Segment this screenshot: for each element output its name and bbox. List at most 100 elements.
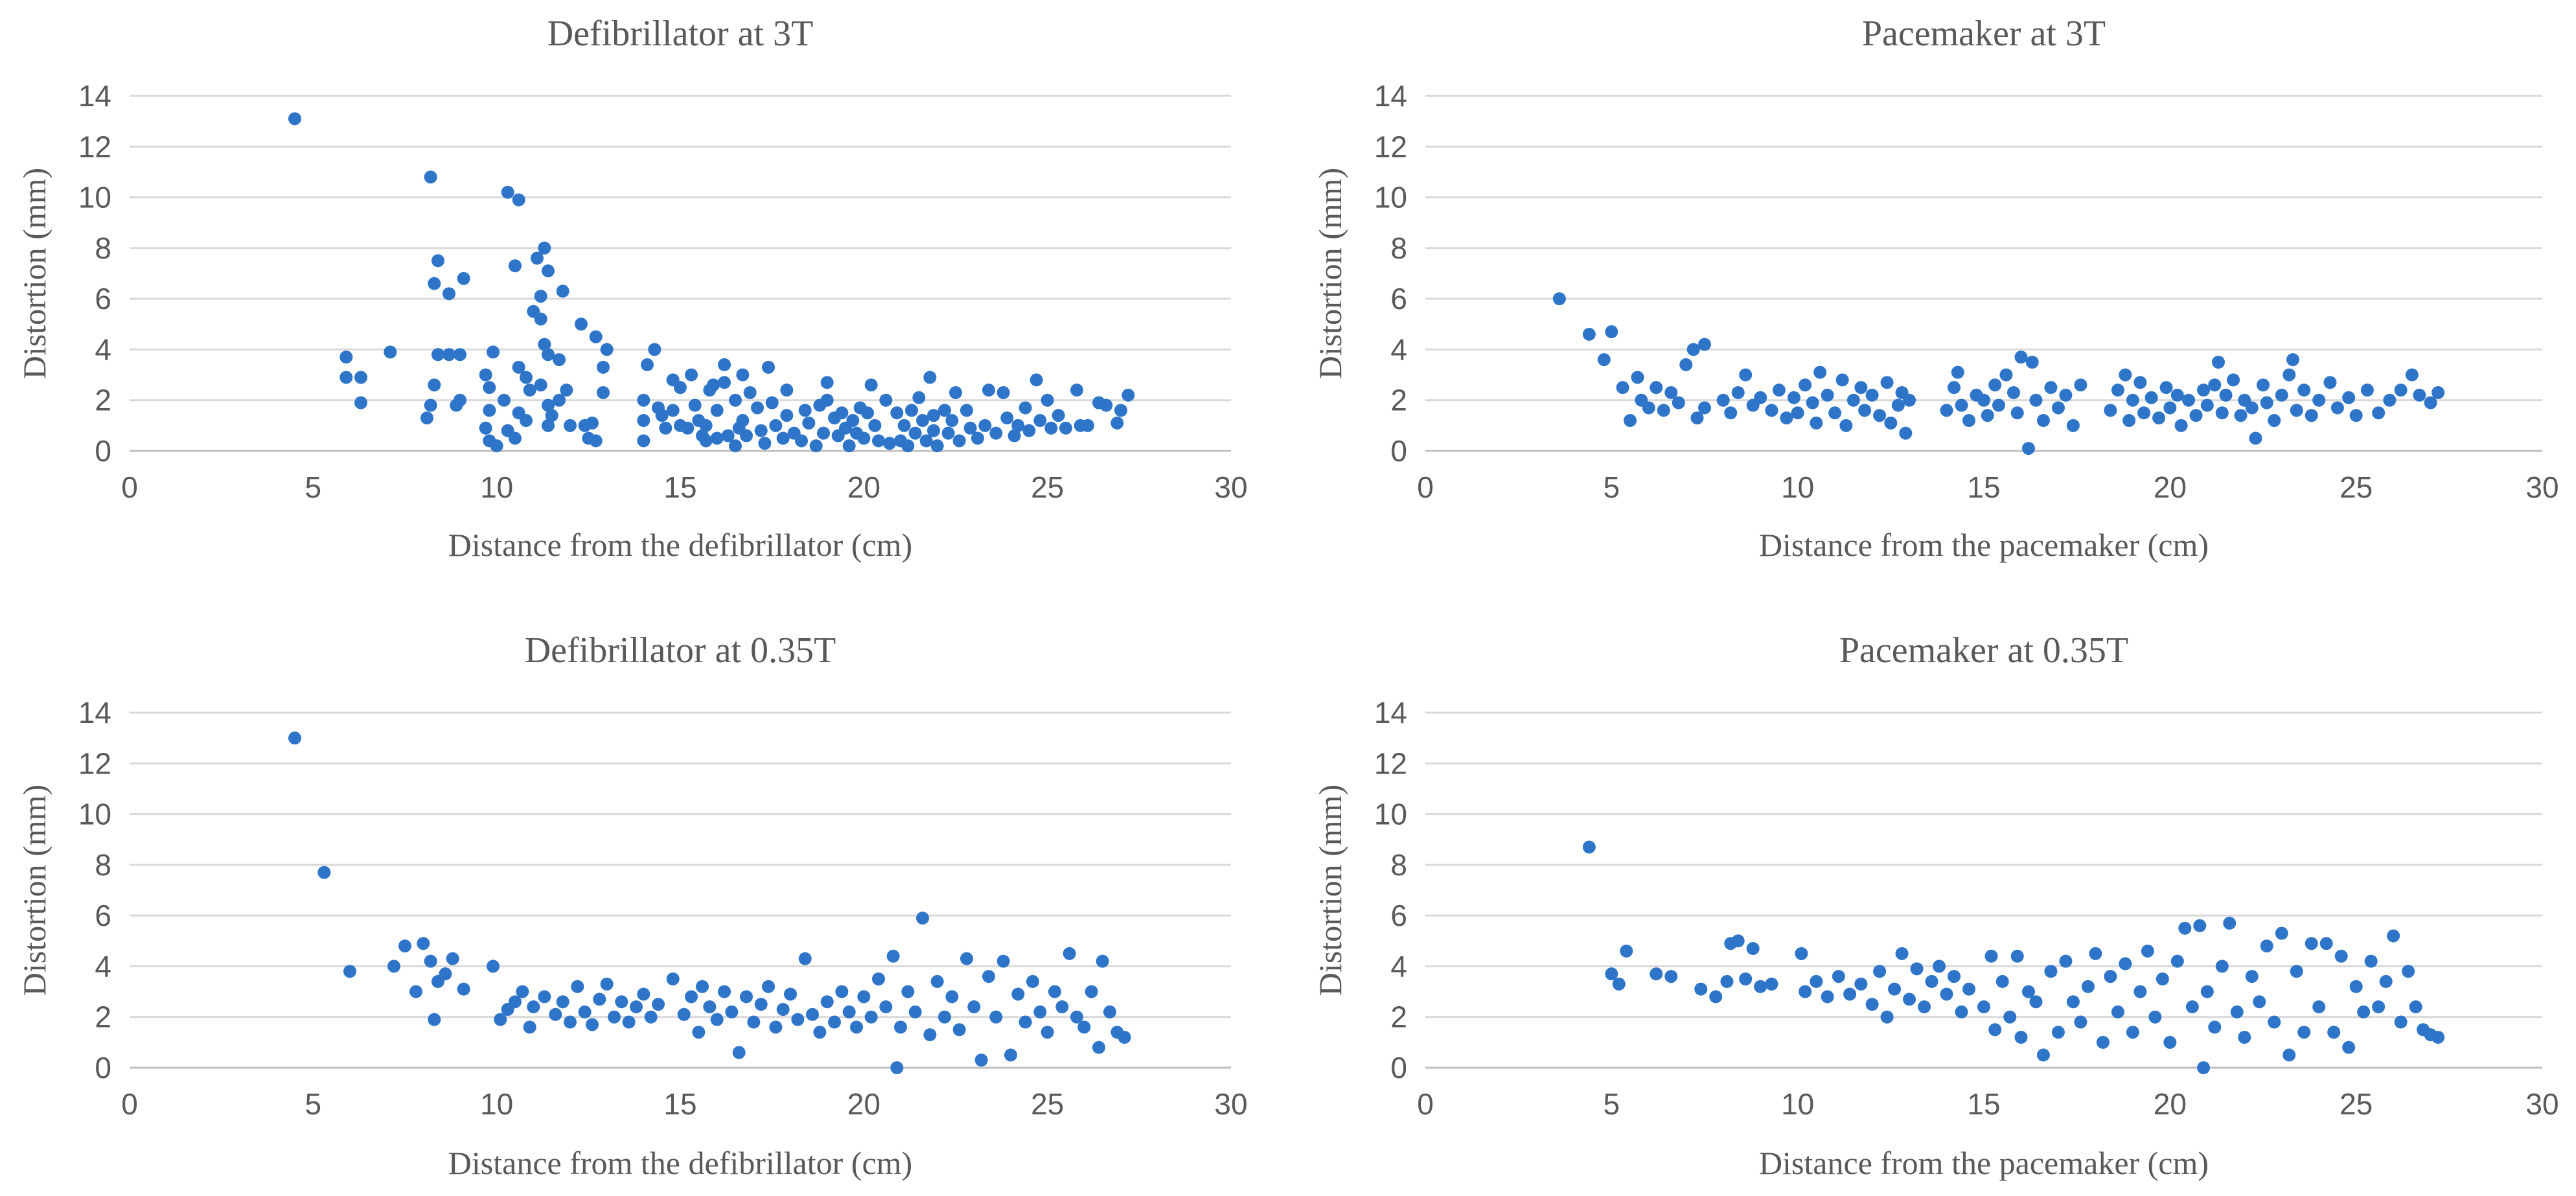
data-point [2170,388,2184,402]
data-point [1041,1026,1054,1039]
data-point [1007,429,1021,443]
data-point [908,426,922,440]
data-point [894,1020,907,1034]
y-tick-label: 2 [95,384,111,417]
data-point [483,404,496,417]
data-point [1620,944,1633,958]
data-point [1925,974,1938,988]
data-point [1724,406,1738,420]
data-point [538,241,551,255]
data-point [952,434,966,448]
y-tick-label: 10 [78,798,111,831]
data-point [2122,414,2136,428]
data-point [747,1015,761,1029]
data-point [2159,381,2173,395]
data-point [1597,353,1611,367]
data-point [2014,1031,2028,1044]
data-point [754,998,768,1011]
data-point [710,431,724,445]
data-point [2319,937,2333,950]
data-point [1951,365,1964,379]
data-point [2327,1026,2341,1039]
data-point [2081,980,2095,993]
data-point [398,939,411,953]
data-point [784,987,797,1001]
data-point [1858,404,1872,417]
data-point [963,421,977,435]
data-point [1865,388,1879,402]
data-point [798,952,812,965]
data-point [2402,965,2415,978]
data-point [1694,982,1708,996]
data-point [1873,965,1887,978]
data-point [2096,1035,2110,1049]
data-point [1918,1000,1931,1014]
data-point [1096,954,1109,968]
data-point [2182,393,2196,407]
data-point [2372,1000,2386,1014]
data-point [512,193,525,207]
data-point [2212,356,2225,369]
data-point [1799,985,1812,998]
data-point [890,1061,904,1074]
data-point [1552,292,1566,306]
x-tick-label: 20 [2154,1087,2187,1121]
data-point [2104,970,2117,983]
data-point [905,404,918,417]
data-point [886,949,900,963]
x-tick-label: 25 [1031,470,1064,504]
data-point [597,360,610,374]
data-point [1121,388,1135,402]
data-point [1984,949,1998,963]
x-tick-label: 25 [2340,1087,2373,1121]
data-point [417,937,430,950]
data-point [828,1015,841,1029]
data-point [2133,985,2147,998]
data-point [586,1018,599,1031]
x-tick-label: 10 [1781,1087,1814,1121]
x-tick-label: 0 [1417,1087,1434,1121]
data-point [431,348,444,362]
y-tick-label: 12 [78,130,111,163]
data-point [1011,987,1025,1001]
data-point [688,398,702,412]
y-tick-label: 10 [78,181,111,214]
data-point [736,414,750,428]
data-point [630,1000,643,1014]
data-point [428,277,441,290]
data-point [479,368,492,382]
y-tick-label: 2 [1390,1000,1407,1034]
data-point [1070,384,1083,397]
data-point [677,1007,691,1021]
data-point [2174,419,2188,432]
data-point [2189,409,2203,422]
data-point [2003,1010,2017,1024]
data-point [1018,1015,1032,1029]
data-point [1000,411,1014,425]
x-tick-label: 30 [1214,1087,1247,1121]
data-point [1612,977,1626,991]
data-point [718,358,731,371]
data-point [1895,947,1909,960]
x-tick-label: 0 [121,1087,138,1121]
data-point [703,1000,717,1014]
data-point [542,264,555,278]
data-point [710,404,724,417]
data-point [2275,926,2288,940]
data-point [1081,419,1094,432]
data-point [930,974,944,988]
data-point [820,995,834,1009]
x-tick-label: 10 [480,470,513,504]
data-point [2372,406,2386,420]
y-tick-label: 4 [95,332,111,366]
y-tick-label: 4 [95,949,111,983]
data-point [1995,974,2009,988]
data-point [2200,985,2214,998]
data-point [2249,431,2262,445]
data-point [2152,411,2166,425]
x-tick-label: 20 [847,470,880,504]
data-point [2383,393,2397,407]
data-point [520,371,533,384]
data-point [1828,406,1842,420]
data-point [846,414,860,428]
